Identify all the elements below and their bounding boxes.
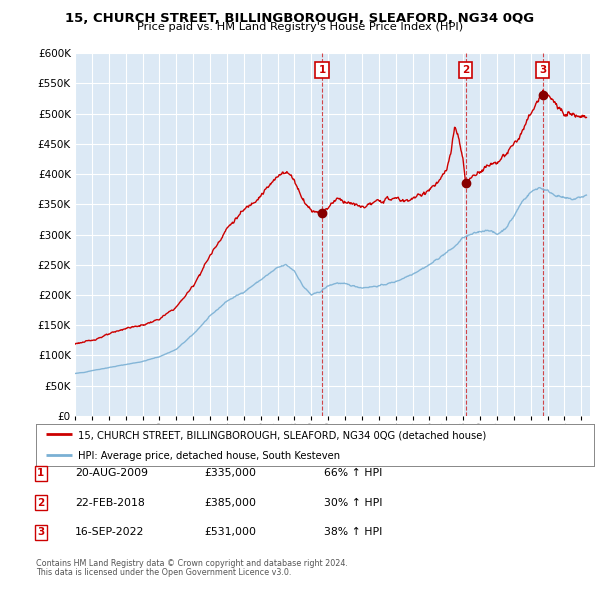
Text: 38% ↑ HPI: 38% ↑ HPI (324, 527, 382, 537)
Text: 3: 3 (37, 527, 44, 537)
Text: 66% ↑ HPI: 66% ↑ HPI (324, 468, 382, 478)
Text: HPI: Average price, detached house, South Kesteven: HPI: Average price, detached house, Sout… (78, 451, 340, 461)
Text: 15, CHURCH STREET, BILLINGBOROUGH, SLEAFORD, NG34 0QG (detached house): 15, CHURCH STREET, BILLINGBOROUGH, SLEAF… (78, 430, 486, 440)
Text: This data is licensed under the Open Government Licence v3.0.: This data is licensed under the Open Gov… (36, 568, 292, 577)
Text: 1: 1 (37, 468, 44, 478)
Text: 1: 1 (319, 65, 326, 75)
Text: 2: 2 (462, 65, 469, 75)
Text: Contains HM Land Registry data © Crown copyright and database right 2024.: Contains HM Land Registry data © Crown c… (36, 559, 348, 568)
Text: £531,000: £531,000 (204, 527, 256, 537)
Text: Price paid vs. HM Land Registry's House Price Index (HPI): Price paid vs. HM Land Registry's House … (137, 22, 463, 32)
Text: 2: 2 (37, 498, 44, 507)
Text: 16-SEP-2022: 16-SEP-2022 (75, 527, 145, 537)
Text: £385,000: £385,000 (204, 498, 256, 507)
Text: 3: 3 (539, 65, 547, 75)
Text: 22-FEB-2018: 22-FEB-2018 (75, 498, 145, 507)
Text: 15, CHURCH STREET, BILLINGBOROUGH, SLEAFORD, NG34 0QG: 15, CHURCH STREET, BILLINGBOROUGH, SLEAF… (65, 12, 535, 25)
Text: £335,000: £335,000 (204, 468, 256, 478)
Text: 30% ↑ HPI: 30% ↑ HPI (324, 498, 383, 507)
Text: 20-AUG-2009: 20-AUG-2009 (75, 468, 148, 478)
